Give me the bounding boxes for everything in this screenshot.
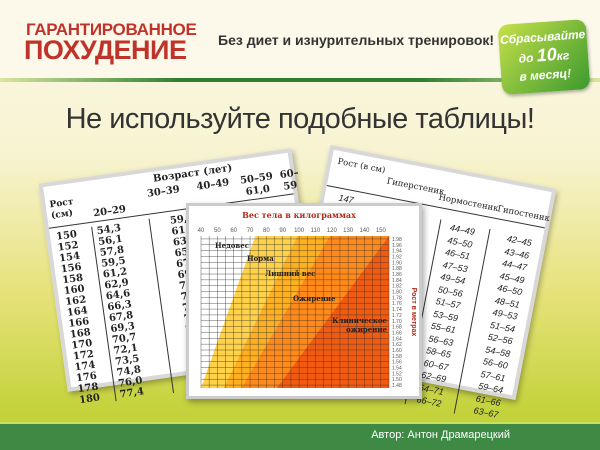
footer: Автор: Антон Драмарецкий [0, 422, 600, 450]
zone-label: Норма [247, 254, 274, 263]
y-tick-label: 1.60 [392, 348, 402, 354]
y-tick-label: 1.74 [392, 307, 402, 313]
y-tick-label: 1.96 [392, 243, 402, 249]
y-axis-label: Рост в метрах [410, 288, 417, 337]
y-tick-label: 1.94 [392, 249, 402, 255]
y-tick-label: 1.52 [392, 371, 402, 377]
age-group: 30–39 [146, 184, 181, 200]
x-tick-label: 100 [294, 228, 305, 234]
zone-label: Недовес [215, 241, 249, 250]
col-header: Гиперстеник [385, 176, 446, 198]
y-tick-label: 1.80 [392, 290, 402, 296]
y-tick-label: 1.72 [392, 313, 402, 319]
author: Автор: Антон Драмарецкий [371, 429, 510, 441]
height-header: Рост (см) [49, 197, 75, 222]
y-tick-label: 1.78 [392, 295, 402, 301]
x-tick-label: 110 [311, 228, 321, 234]
x-tick-label: 140 [359, 228, 370, 234]
y-tick-label: 1.84 [392, 278, 402, 284]
y-tick-label: 1.62 [392, 342, 402, 348]
x-tick-label: 120 [327, 228, 338, 234]
y-tick-label: 1.66 [392, 330, 402, 336]
x-tick-label: 150 [376, 228, 387, 234]
age-group: 20–29 [92, 203, 127, 220]
bmi-chart: 40 50 60 70 80 90 100 110 120 130 140 150 1.98 1.96 1.… [186, 203, 422, 399]
divider [0, 78, 600, 82]
cell: 77,4 [119, 386, 145, 401]
chart-svg: 40 50 60 70 80 90 100 110 120 130 140 1501.981.961.… [198, 210, 417, 389]
y-tick-label: 1.50 [392, 377, 402, 383]
y-tick-label: 1.86 [392, 272, 402, 278]
y-tick-label: 1.48 [392, 383, 402, 389]
tagline: Без диет и изнурительных тренировок! [218, 32, 495, 48]
zone-label-wrapper: Клиническое ожирение [332, 316, 387, 334]
y-tick-label: 1.64 [392, 336, 402, 342]
x-tick-label: 40 [198, 228, 205, 234]
x-tick-label: 80 [263, 228, 270, 234]
y-tick-label: 1.82 [392, 284, 402, 290]
age-group: 40–49 [195, 177, 230, 193]
y-tick-label: 1.98 [392, 237, 402, 243]
heights-column: 150 152 154 156 158 160 162 164 166 168 170 172 174 1… [55, 229, 100, 406]
y-tick-label: 1.76 [392, 301, 402, 307]
y-tick-label: 1.54 [392, 366, 402, 372]
y-tick-label: 1.70 [392, 319, 402, 325]
badge-unit: кг [556, 48, 570, 64]
logo-line2: ПОХУДЕНИЕ [24, 35, 187, 65]
y-tick-label: 1.90 [392, 260, 402, 266]
cell: 59 [282, 179, 299, 193]
slide-title: Не используйте подобные таблицы! [65, 103, 535, 135]
promo-badge: Сбрасывайте до 10кг в месяц! [497, 19, 591, 95]
zone-label: Лишний вес [265, 269, 315, 278]
x-tick-label: 50 [214, 228, 221, 234]
y-tick-label: 1.58 [392, 354, 402, 360]
zone-label: Ожирение [293, 294, 336, 303]
chart-title: Вес тела в килограммах [242, 210, 356, 220]
y-tick-label: 1.92 [392, 254, 402, 260]
x-tick-label: 130 [343, 228, 354, 234]
x-tick-label: 90 [279, 228, 286, 234]
col-header: Гипостеник [496, 204, 551, 225]
col-20-29: 54,3 56,1 57,8 59,5 61,2 62,9 64,6 66,3 67,8 69,3… [91, 222, 145, 402]
logo-line1: ГАРАНТИРОВАННОЕ [26, 20, 197, 39]
col-header: Нормостеник [437, 192, 500, 215]
y-tick-label: 1.56 [392, 360, 402, 366]
badge-num: 10 [535, 44, 558, 66]
y-tick-label: 1.88 [392, 266, 402, 272]
x-tick-label: 70 [247, 228, 254, 234]
x-tick-label: 60 [230, 228, 237, 234]
cell: 180 [78, 392, 101, 407]
col-header: Рост (в см) [336, 156, 387, 176]
y-tick-label: 1.68 [392, 325, 402, 331]
badge-pre: до [518, 50, 538, 66]
zone-label: Клиническое ожирение [332, 316, 387, 334]
